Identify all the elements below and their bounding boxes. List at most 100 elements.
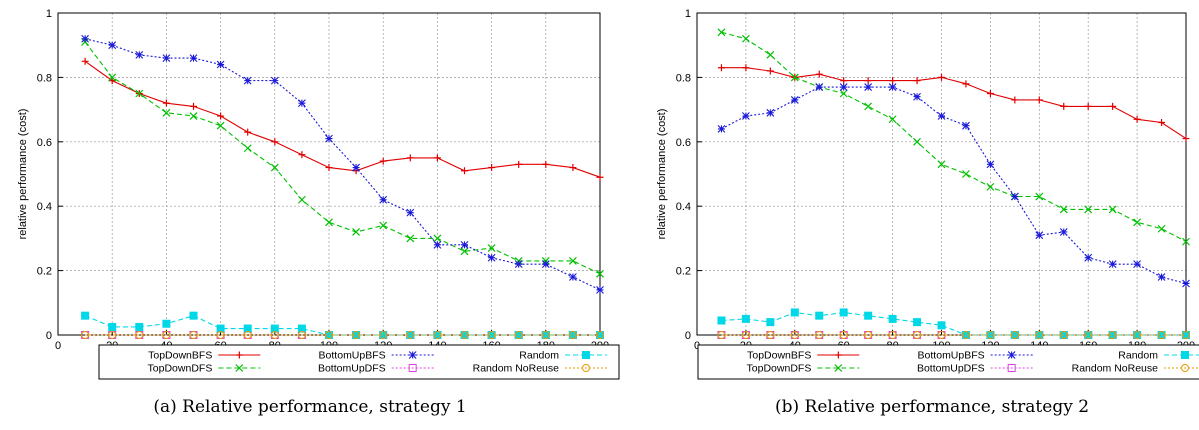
data-point <box>1158 118 1166 126</box>
data-point <box>297 324 306 333</box>
series-line <box>84 38 601 291</box>
data-point <box>1157 331 1166 339</box>
legend-label: Random NoReuse <box>473 363 560 375</box>
data-point <box>596 286 604 294</box>
x-tick-label: 0 <box>55 340 61 352</box>
data-point <box>379 157 387 165</box>
legend-marker <box>1181 364 1189 372</box>
data-point <box>1035 331 1044 339</box>
data-point <box>568 257 577 265</box>
data-point <box>913 318 922 327</box>
data-point <box>1084 331 1093 339</box>
data-point <box>352 331 361 339</box>
legend-label: Random <box>519 350 559 362</box>
data-point <box>244 128 252 136</box>
data-point <box>1108 331 1117 339</box>
data-point <box>162 99 170 107</box>
legend-label: BottomUpDFS <box>318 363 386 375</box>
figure-caption: (b) Relative performance, strategy 2 <box>775 397 1089 417</box>
data-point <box>81 311 90 320</box>
series-line <box>721 311 1186 336</box>
data-point <box>325 134 333 143</box>
legend-box <box>98 344 620 380</box>
data-point <box>108 73 117 82</box>
y-tick-label: 0.6 <box>37 137 52 149</box>
series-topdowndfs <box>81 38 604 278</box>
data-point <box>406 234 415 243</box>
series-random-noreuse <box>81 331 604 339</box>
data-point <box>937 112 946 120</box>
data-point <box>961 331 970 339</box>
data-point <box>962 170 970 178</box>
data-point <box>162 54 171 62</box>
data-point <box>433 234 442 243</box>
data-point <box>162 319 171 328</box>
data-point <box>864 311 873 320</box>
data-point <box>568 331 577 339</box>
data-point <box>162 331 171 339</box>
data-point <box>766 108 775 117</box>
data-point <box>937 321 946 330</box>
series-bottomupbfs <box>81 34 604 294</box>
chart-b: 00.20.40.60.8120406080100120140160180200… <box>656 8 1199 417</box>
data-point <box>433 154 441 162</box>
data-point <box>297 331 306 339</box>
data-point <box>461 167 468 175</box>
data-point <box>81 34 89 43</box>
data-point <box>1108 260 1117 269</box>
data-point <box>271 138 279 146</box>
data-point <box>81 57 89 65</box>
data-point <box>937 160 946 169</box>
data-point <box>815 331 824 339</box>
data-point <box>488 164 496 172</box>
data-point <box>962 80 970 88</box>
legend-marker <box>834 351 842 359</box>
data-point <box>1133 115 1141 123</box>
data-point <box>406 208 415 217</box>
data-point <box>108 322 117 331</box>
data-point <box>1133 218 1142 227</box>
legend-marker <box>1007 351 1016 359</box>
data-point <box>162 108 171 117</box>
data-point <box>1157 273 1166 281</box>
series-line <box>84 60 601 178</box>
legend-box <box>697 344 1199 380</box>
data-point <box>108 331 117 339</box>
legend-marker <box>235 351 243 359</box>
data-point <box>189 331 198 339</box>
data-point <box>1010 331 1019 339</box>
data-point <box>541 331 550 339</box>
data-point <box>325 218 333 227</box>
data-point <box>596 269 604 278</box>
data-point <box>270 76 279 85</box>
data-point <box>1060 102 1068 110</box>
data-point <box>216 60 225 69</box>
legend-label: Random <box>1118 350 1158 362</box>
data-point <box>460 331 469 339</box>
data-point <box>741 314 750 323</box>
data-point <box>742 64 750 72</box>
data-point <box>1059 228 1068 236</box>
y-tick-label: 0.6 <box>676 137 691 149</box>
data-point <box>243 324 252 333</box>
data-point <box>888 83 897 91</box>
data-point <box>1035 96 1043 104</box>
data-point <box>1084 102 1092 110</box>
data-point <box>888 314 897 323</box>
data-point <box>108 41 117 50</box>
data-point <box>937 331 946 339</box>
data-point <box>1182 237 1190 246</box>
data-point <box>1133 260 1141 269</box>
data-point <box>888 115 897 124</box>
data-point <box>189 54 198 62</box>
data-point <box>815 70 823 78</box>
data-point <box>889 77 897 85</box>
data-point <box>766 67 774 75</box>
data-point <box>596 173 604 181</box>
y-tick-label: 0 <box>46 330 52 342</box>
data-point <box>433 240 442 249</box>
data-point <box>790 73 799 82</box>
data-point <box>717 64 725 72</box>
data-point <box>379 221 388 230</box>
data-point <box>135 331 144 339</box>
